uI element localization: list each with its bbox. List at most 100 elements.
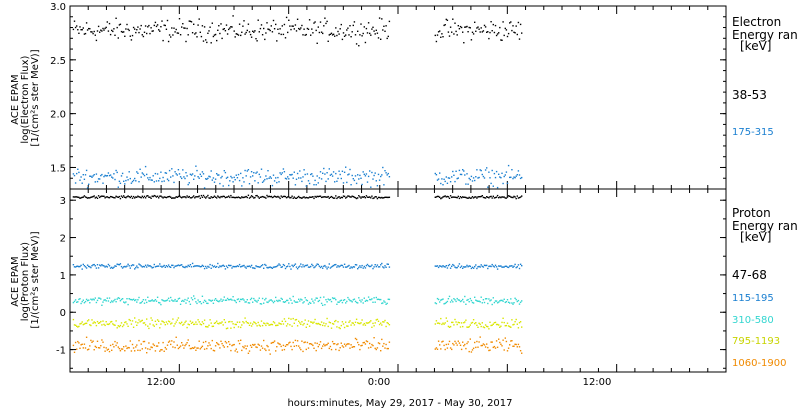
proton-series-3-point xyxy=(93,321,95,323)
proton-series-1-point xyxy=(514,263,516,266)
proton-series-2-point xyxy=(263,302,265,304)
proton-series-3-point xyxy=(224,321,227,324)
proton-series-3-point xyxy=(89,324,91,326)
proton-series-4-point xyxy=(482,343,485,345)
proton-series-4-point xyxy=(165,348,168,350)
proton-series-0-point xyxy=(114,197,116,199)
electron-series-1-point xyxy=(492,185,494,187)
proton-series-2-point xyxy=(256,301,258,303)
electron-series-0-point xyxy=(300,27,302,29)
electron-series-1-point xyxy=(213,181,216,183)
proton-series-1-point xyxy=(173,266,175,269)
electron-series-0-point xyxy=(220,23,222,25)
electron-series-0-point xyxy=(236,33,239,35)
proton-series-1-point xyxy=(339,265,341,267)
electron-series-1-point xyxy=(79,179,81,181)
proton-series-2-point xyxy=(312,300,314,302)
proton-series-3-point xyxy=(385,325,387,328)
electron-series-1-point xyxy=(244,169,246,172)
proton-series-0-point xyxy=(486,196,488,198)
proton-series-2-point xyxy=(369,298,371,301)
proton-series-0-point xyxy=(463,196,465,198)
electron-series-1-point xyxy=(334,181,336,183)
proton-series-0-point xyxy=(167,196,170,198)
proton-series-0-point xyxy=(323,196,325,198)
electron-series-1-point xyxy=(161,180,163,183)
proton-series-2-point xyxy=(84,300,87,303)
proton-series-0-point xyxy=(150,197,152,199)
proton-series-4-point xyxy=(493,345,496,348)
proton-series-3-point xyxy=(499,326,501,328)
proton-series-2-point xyxy=(329,298,332,301)
electron-series-0-point xyxy=(375,29,377,31)
proton-series-3-point xyxy=(443,323,445,325)
proton-series-1-point xyxy=(234,265,236,268)
proton-series-2-point xyxy=(114,298,116,301)
proton-series-2-point xyxy=(380,298,382,301)
proton-series-1-point xyxy=(448,263,451,266)
proton-series-3-point xyxy=(312,322,314,324)
proton-series-0-point xyxy=(93,195,95,197)
proton-series-0-point xyxy=(458,197,461,200)
proton-series-4-point xyxy=(139,349,141,352)
electron-series-0-point xyxy=(350,36,352,38)
proton-series-3-point xyxy=(226,327,229,329)
proton-series-3-point xyxy=(483,326,486,329)
proton-series-4-point xyxy=(457,340,459,342)
electron-series-0-point xyxy=(515,25,517,27)
proton-series-1-point xyxy=(213,265,216,267)
proton-series-3-point xyxy=(313,321,315,323)
electron-series-1-point xyxy=(378,179,381,181)
proton-series-2-point xyxy=(319,296,322,299)
proton-series-3-point xyxy=(284,320,287,323)
electron-series-1-point xyxy=(177,169,180,171)
proton-series-3-point xyxy=(149,323,151,325)
electron-series-0-point xyxy=(470,39,473,41)
electron-series-0-point xyxy=(81,29,83,31)
proton-series-4-point xyxy=(298,345,300,347)
electron-series-1-point xyxy=(123,180,125,182)
proton-series-3-point xyxy=(302,324,304,326)
proton-series-0-point xyxy=(187,196,189,198)
proton-series-2-point xyxy=(352,299,354,301)
proton-series-2-point xyxy=(123,301,125,303)
proton-series-2-point xyxy=(154,299,157,301)
electron-series-1-point xyxy=(299,170,301,172)
proton-series-4-point xyxy=(445,343,447,346)
proton-series-4-point xyxy=(245,348,247,350)
electron-series-1-point xyxy=(151,179,153,181)
proton-series-2-point xyxy=(207,302,209,305)
proton-series-0-point xyxy=(130,195,133,198)
proton-series-4-point xyxy=(498,338,500,340)
proton-series-2-point xyxy=(299,300,301,302)
electron-series-1-point xyxy=(176,174,178,176)
electron-series-1-point xyxy=(358,178,360,180)
proton-series-1-point xyxy=(332,264,335,267)
proton-series-0-point xyxy=(445,196,447,198)
electron-series-1-point xyxy=(128,171,130,173)
proton-series-0-point xyxy=(84,196,87,198)
proton-series-4-point xyxy=(216,342,218,344)
proton-series-2-point xyxy=(171,299,173,301)
proton-series-2-point xyxy=(444,302,446,305)
proton-series-3-point xyxy=(365,322,368,324)
proton-series-4-point xyxy=(374,347,376,350)
proton-series-1-point xyxy=(315,264,317,267)
electron-series-0-point xyxy=(174,31,176,33)
proton-series-1-point xyxy=(516,266,518,268)
electron-series-1-point xyxy=(178,173,181,175)
electron-series-0-point xyxy=(243,20,245,22)
electron-series-0-point xyxy=(272,19,275,22)
proton-series-3-point xyxy=(380,322,382,324)
electron-series-1-point xyxy=(228,184,230,187)
electron-series-0-point xyxy=(280,33,282,36)
electron-series-1-point xyxy=(444,180,446,183)
proton-series-0-point xyxy=(201,196,204,198)
proton-series-2-point xyxy=(489,300,491,302)
proton-series-1-point xyxy=(77,265,79,267)
electron-series-0-point xyxy=(511,29,513,32)
proton-series-1-point xyxy=(206,267,208,269)
proton-series-0-point xyxy=(507,195,510,197)
electron-series-1-point xyxy=(266,178,268,180)
electron-series-1-point xyxy=(190,174,193,176)
